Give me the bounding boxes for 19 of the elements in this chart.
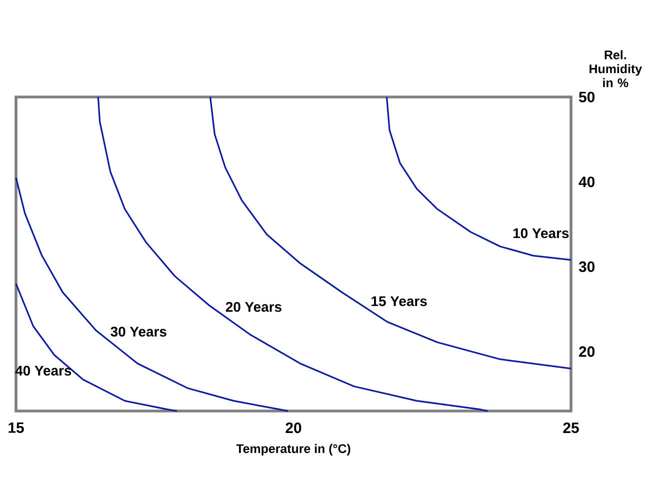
y-tick-label: 30 <box>578 261 595 272</box>
series-label: 15 Years <box>372 296 427 306</box>
x-tick-label: 15 <box>8 422 24 433</box>
series-label: 20 Years <box>226 302 282 312</box>
line-series <box>97 96 489 412</box>
line-series <box>386 96 572 261</box>
y-axis-title: Rel. Humidity in % <box>590 50 642 88</box>
y-tick-label: 50 <box>578 92 595 102</box>
series-label: 10 Years <box>513 228 569 238</box>
line-series <box>15 282 178 412</box>
x-tick-label: 20 <box>286 422 302 434</box>
x-axis-title: Temperature in (°C) <box>236 444 350 456</box>
y-tick-label: 20 <box>579 346 595 357</box>
line-series <box>15 176 289 412</box>
x-tick-label: 25 <box>563 422 579 434</box>
line-series <box>209 96 572 370</box>
y-tick-label: 40 <box>578 176 595 188</box>
series-label: 40 Years <box>15 366 72 376</box>
series-label: 30 Years <box>110 326 166 337</box>
